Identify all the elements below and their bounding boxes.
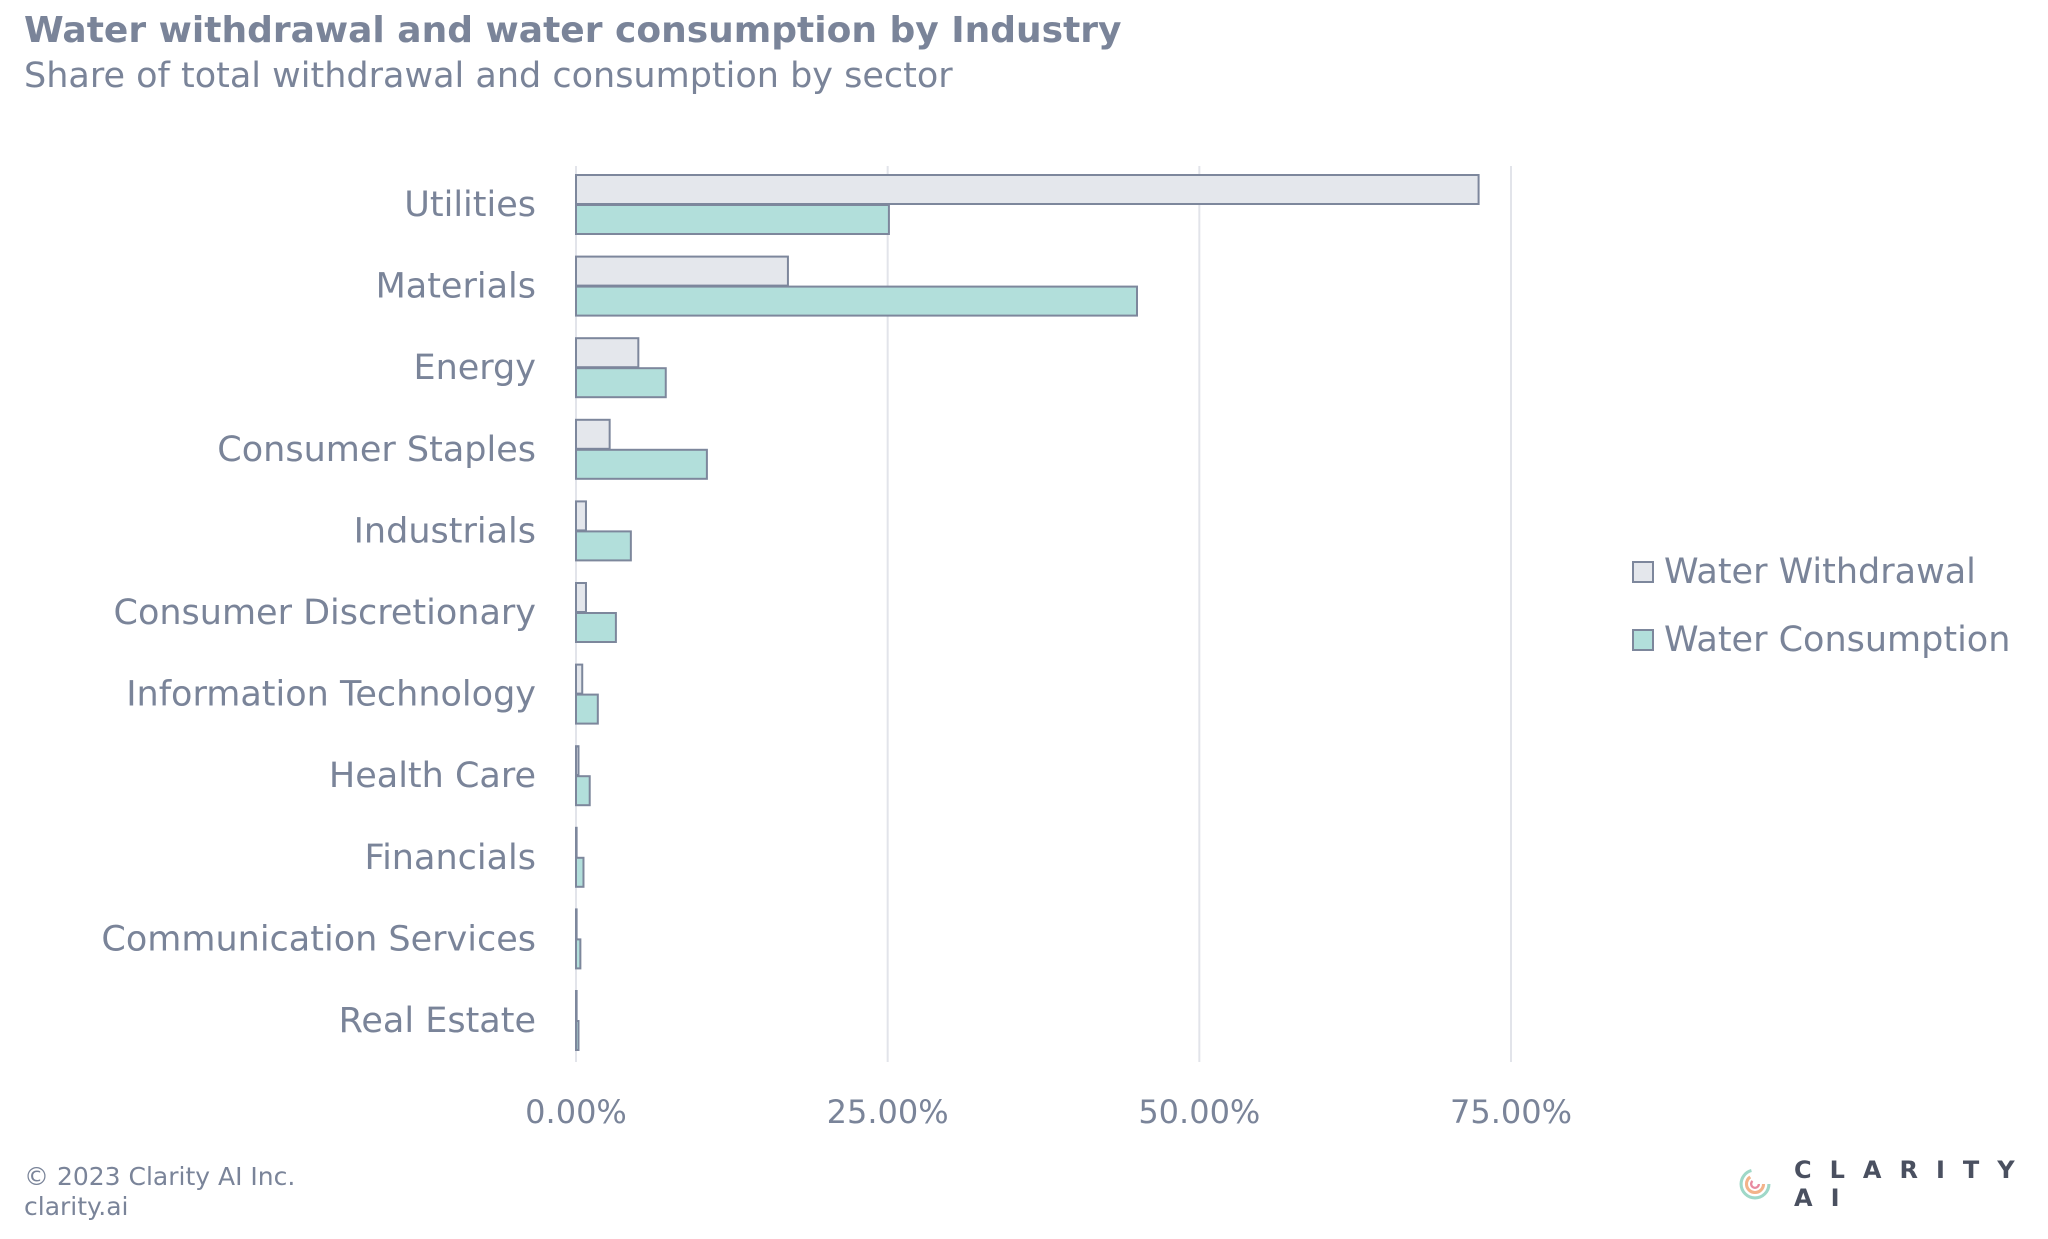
category-label: Consumer Discretionary bbox=[114, 593, 537, 633]
bar-withdrawal bbox=[575, 990, 578, 1021]
bar-withdrawal bbox=[575, 582, 587, 613]
bar-withdrawal bbox=[575, 337, 640, 369]
legend-label: Water Withdrawal bbox=[1664, 552, 1976, 592]
category-label: Communication Services bbox=[101, 919, 536, 959]
bar-consumption bbox=[575, 693, 599, 725]
category-label: Information Technology bbox=[126, 675, 536, 715]
bar-withdrawal bbox=[575, 255, 789, 287]
bar-consumption bbox=[575, 775, 591, 807]
x-tick-label: 75.00% bbox=[1450, 1093, 1572, 1131]
bar-consumption bbox=[575, 856, 585, 888]
category-label: Consumer Staples bbox=[217, 430, 536, 470]
category-label: Industrials bbox=[354, 511, 536, 551]
bar-withdrawal bbox=[575, 418, 611, 450]
bar-withdrawal bbox=[575, 745, 580, 777]
legend-label: Water Consumption bbox=[1664, 620, 2011, 660]
bar-consumption bbox=[575, 612, 617, 643]
x-tick-label: 50.00% bbox=[1138, 1093, 1260, 1131]
bar-withdrawal bbox=[575, 500, 587, 532]
category-label: Materials bbox=[376, 267, 536, 307]
category-label: Health Care bbox=[329, 756, 536, 796]
copyright: © 2023 Clarity AI Inc. bbox=[24, 1162, 296, 1191]
bar-withdrawal bbox=[575, 826, 578, 858]
bar-consumption bbox=[575, 448, 708, 480]
bar-consumption bbox=[575, 1020, 580, 1051]
chart-subtitle: Share of total withdrawal and consumptio… bbox=[24, 56, 953, 96]
chart-title: Water withdrawal and water consumption b… bbox=[24, 10, 1122, 51]
legend-swatch-withdrawal bbox=[1632, 561, 1654, 583]
bar-consumption bbox=[575, 367, 667, 399]
site-link[interactable]: clarity.ai bbox=[24, 1192, 129, 1221]
logo-text: CLARITY AI bbox=[1794, 1156, 2033, 1212]
bar-consumption bbox=[575, 285, 1138, 317]
legend-item-withdrawal: Water Withdrawal bbox=[1632, 552, 1976, 592]
category-label: Energy bbox=[413, 348, 536, 388]
logo-mark-icon bbox=[1739, 1168, 1771, 1200]
x-tick-label: 25.00% bbox=[827, 1093, 949, 1131]
bar-withdrawal bbox=[575, 174, 1480, 205]
legend-swatch-consumption bbox=[1632, 629, 1654, 651]
bar-withdrawal bbox=[575, 663, 584, 695]
bar-consumption bbox=[575, 204, 890, 235]
clarity-ai-logo: CLARITY AI bbox=[1738, 1156, 2048, 1212]
category-label: Real Estate bbox=[339, 1001, 536, 1041]
legend-item-consumption: Water Consumption bbox=[1632, 620, 2010, 660]
bar-consumption bbox=[575, 938, 582, 970]
bar-withdrawal bbox=[575, 908, 578, 940]
category-label: Financials bbox=[365, 838, 537, 878]
bar-consumption bbox=[575, 530, 632, 562]
category-label: Utilities bbox=[404, 185, 536, 225]
x-tick-label: 0.00% bbox=[525, 1093, 627, 1131]
